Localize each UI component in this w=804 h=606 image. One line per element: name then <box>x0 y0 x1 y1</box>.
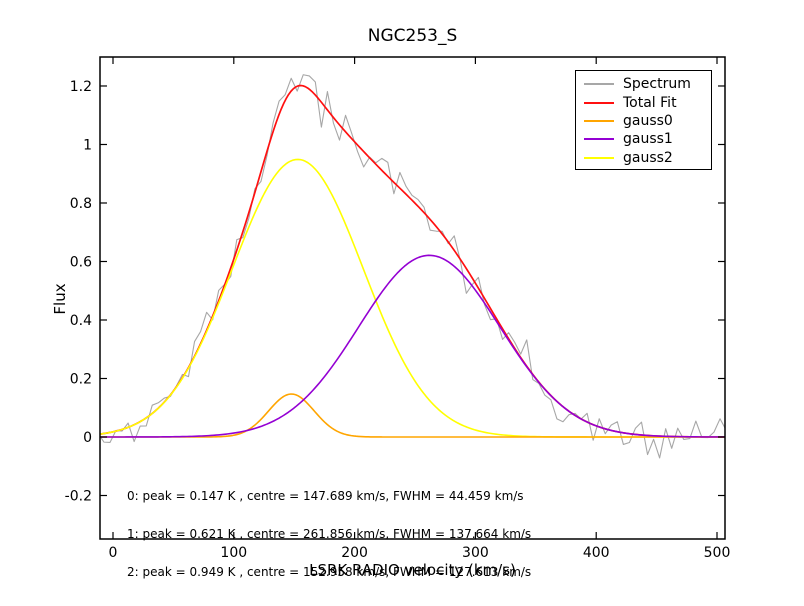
y-tick-label: -0.2 <box>65 489 92 505</box>
y-axis-label: Flux <box>51 283 69 315</box>
x-tick-label: 500 <box>704 545 731 561</box>
y-tick-label: 0.2 <box>70 371 92 387</box>
legend-line-swatch <box>584 138 614 141</box>
fit-line-gauss2: 2: peak = 0.949 K , centre = 152.958 km/… <box>127 565 532 580</box>
legend-line-swatch <box>584 101 614 104</box>
x-axis-label: LSRK RADIO velocity (km/s) <box>309 561 516 579</box>
y-tick-label: 0.8 <box>70 196 92 212</box>
legend-line-swatch <box>584 83 614 86</box>
legend-line-swatch <box>584 156 614 159</box>
legend-item-gauss0: gauss0 <box>576 112 711 130</box>
fit-results-annotation: 0: peak = 0.147 K , centre = 147.689 km/… <box>127 464 531 605</box>
y-tick-label: 1.2 <box>70 79 92 95</box>
legend-item-spectrum: Spectrum <box>576 75 711 93</box>
x-tick-label: 300 <box>462 545 489 561</box>
legend-label: gauss1 <box>623 131 673 148</box>
legend-label: Total Fit <box>623 94 677 111</box>
fit-line-gauss1: 1: peak = 0.621 K , centre = 261.856 km/… <box>127 526 532 541</box>
x-tick-label: 200 <box>341 545 368 561</box>
fit-line-gauss0: 0: peak = 0.147 K , centre = 147.689 km/… <box>127 488 524 503</box>
legend-box: Spectrum Total Fit gauss0 gauss1 gauss2 <box>575 70 712 170</box>
y-tick-label: 1 <box>83 137 92 153</box>
legend-line-swatch <box>584 119 614 122</box>
series-gauss2 <box>100 158 725 438</box>
y-tick-label: 0.6 <box>70 254 92 270</box>
series-gauss1 <box>100 254 725 438</box>
legend-label: gauss0 <box>623 112 673 129</box>
axes-frame <box>99 56 726 540</box>
y-tick-label: 0 <box>83 430 92 446</box>
legend-item-gauss1: gauss1 <box>576 130 711 148</box>
x-tick-label: 400 <box>583 545 610 561</box>
y-tick-label: 0.4 <box>70 313 92 329</box>
legend-label: gauss2 <box>623 149 673 166</box>
series-gauss0 <box>100 393 725 438</box>
legend-item-total-fit: Total Fit <box>576 93 711 111</box>
legend-item-gauss2: gauss2 <box>576 149 711 167</box>
x-tick-label: 0 <box>109 545 118 561</box>
chart-title: NGC253_S <box>367 26 458 46</box>
x-tick-label: 100 <box>220 545 247 561</box>
legend-label: Spectrum <box>623 76 691 93</box>
